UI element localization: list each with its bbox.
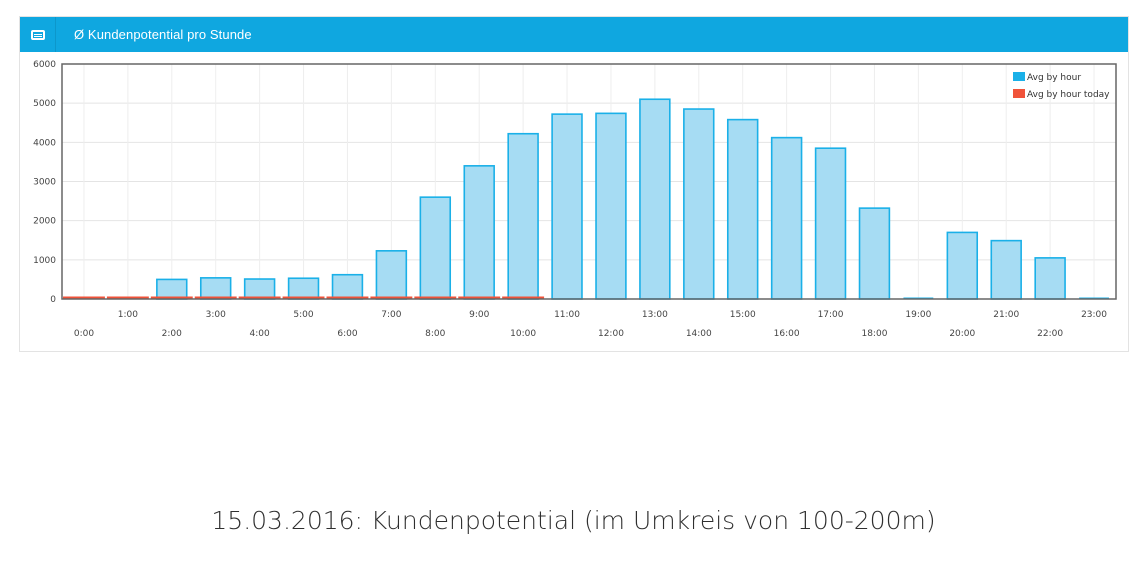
today-bar-4:00 [238,296,281,299]
chart-panel: Ø Kundenpotential pro Stunde 0 1000 2000 30… [19,16,1129,352]
today-bar-7:00 [370,296,413,299]
bar-12:00 [595,112,627,300]
x-tick-label: 3:00 [206,310,226,320]
x-tick-label: 2:00 [162,329,182,339]
x-tick-label: 23:00 [1081,310,1107,320]
today-bar-10:00 [502,296,545,299]
x-tick-label: 21:00 [993,310,1019,320]
bar-7:00 [375,250,408,300]
legend-swatch [1013,72,1025,81]
legend-label: Avg by hour today [1027,90,1110,100]
x-tick-label: 20:00 [949,329,975,339]
today-bar-0:00 [63,296,105,299]
bar-11:00 [551,113,583,300]
y-tick-label: 5000 [33,99,56,109]
x-tick-label: 15:00 [730,310,756,320]
x-tick-label: 14:00 [686,329,712,339]
x-tick-label: 11:00 [554,310,580,320]
today-bar-1:00 [106,296,149,299]
bar-9:00 [463,165,495,300]
y-tick-label: 0 [50,295,56,305]
bar-18:00 [858,207,891,300]
bars [69,98,1109,300]
chart-caption: 15.03.2016: Kundenpotential (im Umkreis … [211,506,936,535]
bar-21:00 [990,239,1022,300]
x-tick-label: 19:00 [905,310,931,320]
x-tick-label: 6:00 [337,329,357,339]
x-tick-label: 0:00 [74,329,94,339]
panel-title: Ø Kundenpotential pro Stunde [74,27,252,42]
legend-swatch [1013,89,1025,98]
x-tick-label: 17:00 [818,310,844,320]
x-axis-ticks: 0:00 1:00 2:00 3:00 4:00 5:00 6:00 7:00 8:00 9:00… [74,310,1107,339]
bar-14:00 [683,108,715,300]
x-tick-label: 7:00 [381,310,401,320]
y-tick-label: 4000 [33,138,56,148]
x-tick-label: 8:00 [425,329,445,339]
card-icon [30,29,45,40]
today-bar-2:00 [150,296,193,299]
x-tick-label: 9:00 [469,310,489,320]
bar-17:00 [814,147,847,300]
x-tick-label: 18:00 [861,329,887,339]
bar-16:00 [770,136,803,300]
x-tick-label: 5:00 [293,310,313,320]
bar-20:00 [946,231,979,300]
bar-5:00 [287,277,320,300]
bar-10:00 [507,132,539,300]
panel-header: Ø Kundenpotential pro Stunde [20,17,1128,52]
bar-6:00 [331,273,364,300]
legend-label: Avg by hour [1027,73,1081,83]
bar-2:00 [156,278,188,300]
x-tick-label: 12:00 [598,329,624,339]
y-tick-label: 2000 [33,217,56,227]
x-tick-label: 4:00 [250,329,270,339]
bar-13:00 [639,98,671,300]
panel-icon-box [20,17,56,52]
today-bar-8:00 [414,296,457,299]
y-tick-label: 3000 [33,178,56,188]
x-tick-label: 16:00 [774,329,800,339]
bar-22:00 [1034,257,1066,300]
y-axis-ticks: 0 1000 2000 3000 4000 5000 6000 [33,60,56,305]
x-tick-label: 13:00 [642,310,668,320]
today-bar-9:00 [458,296,501,299]
bar-8:00 [419,196,452,300]
bar-chart: 0 1000 2000 3000 4000 5000 6000 0:00 1:00 2:00 3:… [33,60,1117,339]
today-bar-6:00 [326,296,369,299]
bar-4:00 [243,278,276,300]
y-tick-label: 1000 [33,256,56,266]
plot-frame [61,63,1117,300]
x-tick-label: 22:00 [1037,329,1063,339]
today-series [63,296,545,299]
bar-15:00 [726,118,759,300]
legend: Avg by hour Avg by hour today [1013,72,1110,100]
today-bar-5:00 [282,296,325,299]
x-tick-label: 10:00 [510,329,536,339]
y-tick-label: 6000 [33,60,56,70]
today-bar-3:00 [194,296,237,299]
x-tick-label: 1:00 [118,310,138,320]
bar-3:00 [199,277,232,300]
